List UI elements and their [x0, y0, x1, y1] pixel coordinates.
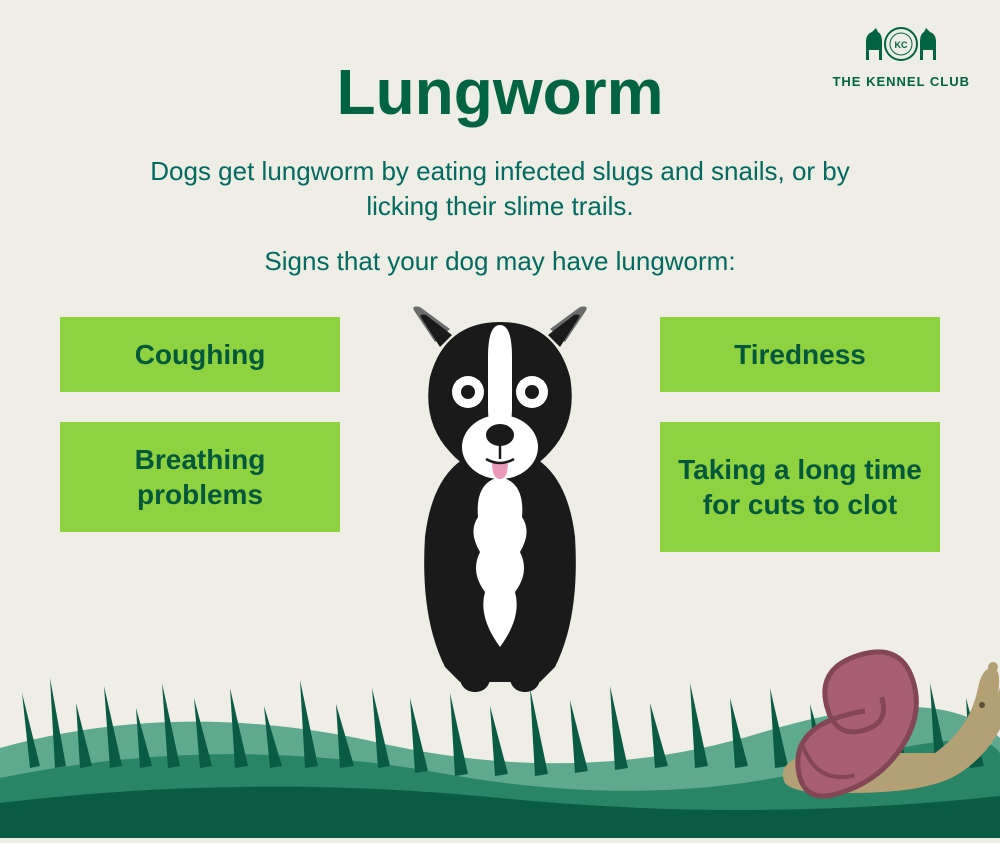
symptom-label: Tiredness [734, 337, 866, 372]
symptom-label: Taking a long time for cuts to clot [670, 452, 930, 522]
brand-name: THE KENNEL CLUB [832, 74, 970, 89]
snail-illustration [770, 633, 1000, 803]
intro-text: Dogs get lungworm by eating infected slu… [0, 154, 1000, 224]
symptom-label: Coughing [135, 337, 266, 372]
symptom-coughing: Coughing [60, 317, 340, 392]
symptoms-area: Coughing Breathing problems Tiredness Ta… [0, 307, 1000, 687]
svg-text:KC: KC [895, 40, 908, 50]
symptom-tiredness: Tiredness [660, 317, 940, 392]
snail-icon [770, 633, 1000, 803]
dog-illustration [350, 287, 650, 687]
kennel-club-logo-icon: KC [846, 20, 956, 65]
symptom-label: Breathing problems [70, 442, 330, 512]
symptom-clotting: Taking a long time for cuts to clot [660, 422, 940, 552]
brand-logo: KC THE KENNEL CLUB [832, 20, 970, 89]
symptom-breathing: Breathing problems [60, 422, 340, 532]
subtitle-text: Signs that your dog may have lungworm: [0, 246, 1000, 277]
